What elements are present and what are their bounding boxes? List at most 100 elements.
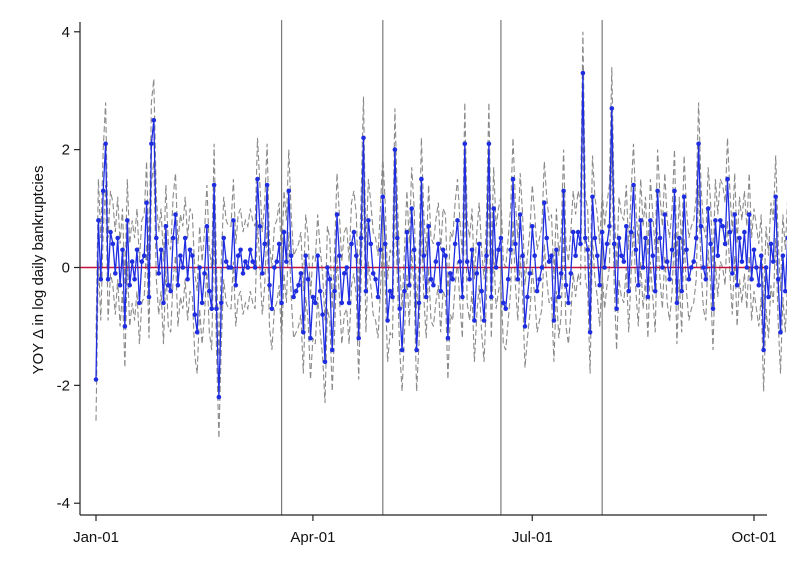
estimate-point [580,70,586,76]
estimate-point [532,253,537,258]
estimate-point [452,241,458,247]
estimate-point [464,259,470,264]
estimate-point [134,247,140,253]
estimate-point [496,247,501,253]
estimate-point [197,265,202,270]
estimate-point [144,200,149,205]
estimate-point [672,188,677,194]
estimate-point [493,265,499,270]
estimate-point [501,300,506,306]
estimate-point [125,218,130,223]
estimate-point [592,235,598,241]
estimate-point [368,241,374,247]
estimate-point [166,282,171,288]
estimate-point [146,294,152,300]
estimate-point [751,247,757,253]
estimate-point [440,247,446,253]
estimate-point [190,253,195,258]
estimate-point [108,229,113,235]
estimate-point [233,282,239,288]
estimate-point [221,235,226,241]
ci-upper-line [95,31,787,356]
estimate-point [419,176,424,182]
y-tick-label: 4 [62,24,70,41]
estimate-point [404,229,410,235]
estimate-point [614,306,619,312]
estimate-point [141,253,147,258]
estimate-point [691,259,696,264]
estimate-point [660,265,665,270]
estimate-point [103,141,108,147]
estimate-point [708,241,713,247]
estimate-point [705,206,711,211]
estimate-point [722,241,728,247]
estimate-point [363,288,369,294]
estimate-point [628,229,634,235]
estimate-point [734,282,740,288]
estimate-point [624,224,629,229]
estimate-point [542,200,547,205]
estimate-point [763,265,769,270]
estimate-point [310,294,316,300]
estimate-point [382,241,388,247]
estimate-point [648,218,653,223]
estimate-point [450,277,456,282]
estimate-point [301,330,306,335]
estimate-point [216,394,222,400]
estimate-point [358,235,364,241]
x-tick-label: Jan-01 [73,529,119,546]
estimate-points-layer [93,70,787,400]
estimate-point [252,265,258,270]
estimate-point [730,271,735,276]
estimate-point [322,359,328,365]
estimate-point [448,271,453,276]
estimate-point [120,247,125,253]
estimate-point [686,277,692,282]
estimate-point [156,271,161,276]
estimate-point [163,224,169,229]
confidence-band-layer [95,31,787,439]
estimate-point [677,235,682,241]
estimate-point [778,330,783,335]
estimate-point [583,235,588,241]
estimate-point [703,277,709,282]
estimate-point [587,330,593,335]
estimate-point [303,253,309,258]
estimate-point [158,247,164,253]
estimate-point [737,235,742,241]
estimate-point [375,294,381,300]
estimate-point [214,306,219,312]
estimate-point [262,241,268,247]
estimate-point [597,282,602,288]
estimate-point [611,241,617,247]
y-axis-label: YOY Δ in log daily bankruptcies [30,165,47,374]
estimate-point [223,259,229,264]
estimate-point [599,229,605,235]
estimate-point [272,265,277,270]
estimate-point [638,218,643,223]
estimate-point [187,247,193,253]
estimate-point [296,282,301,288]
estimate-point [619,253,624,258]
estimate-point [732,212,737,217]
estimate-point [380,194,386,200]
estimate-point [693,235,699,241]
estimate-point [643,235,648,241]
estimate-point [117,282,123,288]
estimate-point [530,224,535,229]
estimate-point [578,241,583,247]
estimate-point [378,247,383,253]
estimate-point [710,306,716,312]
estimate-point [689,265,694,270]
estimate-point [679,288,684,294]
estimate-point [305,277,311,282]
estimate-point [260,271,265,276]
estimate-point [554,247,559,253]
estimate-point [255,176,260,182]
estimate-point [370,271,376,276]
estimate-point [257,224,263,229]
estimate-point [284,259,289,264]
estimate-point [768,241,774,247]
estimate-point [469,247,475,253]
estimate-point [139,259,145,264]
